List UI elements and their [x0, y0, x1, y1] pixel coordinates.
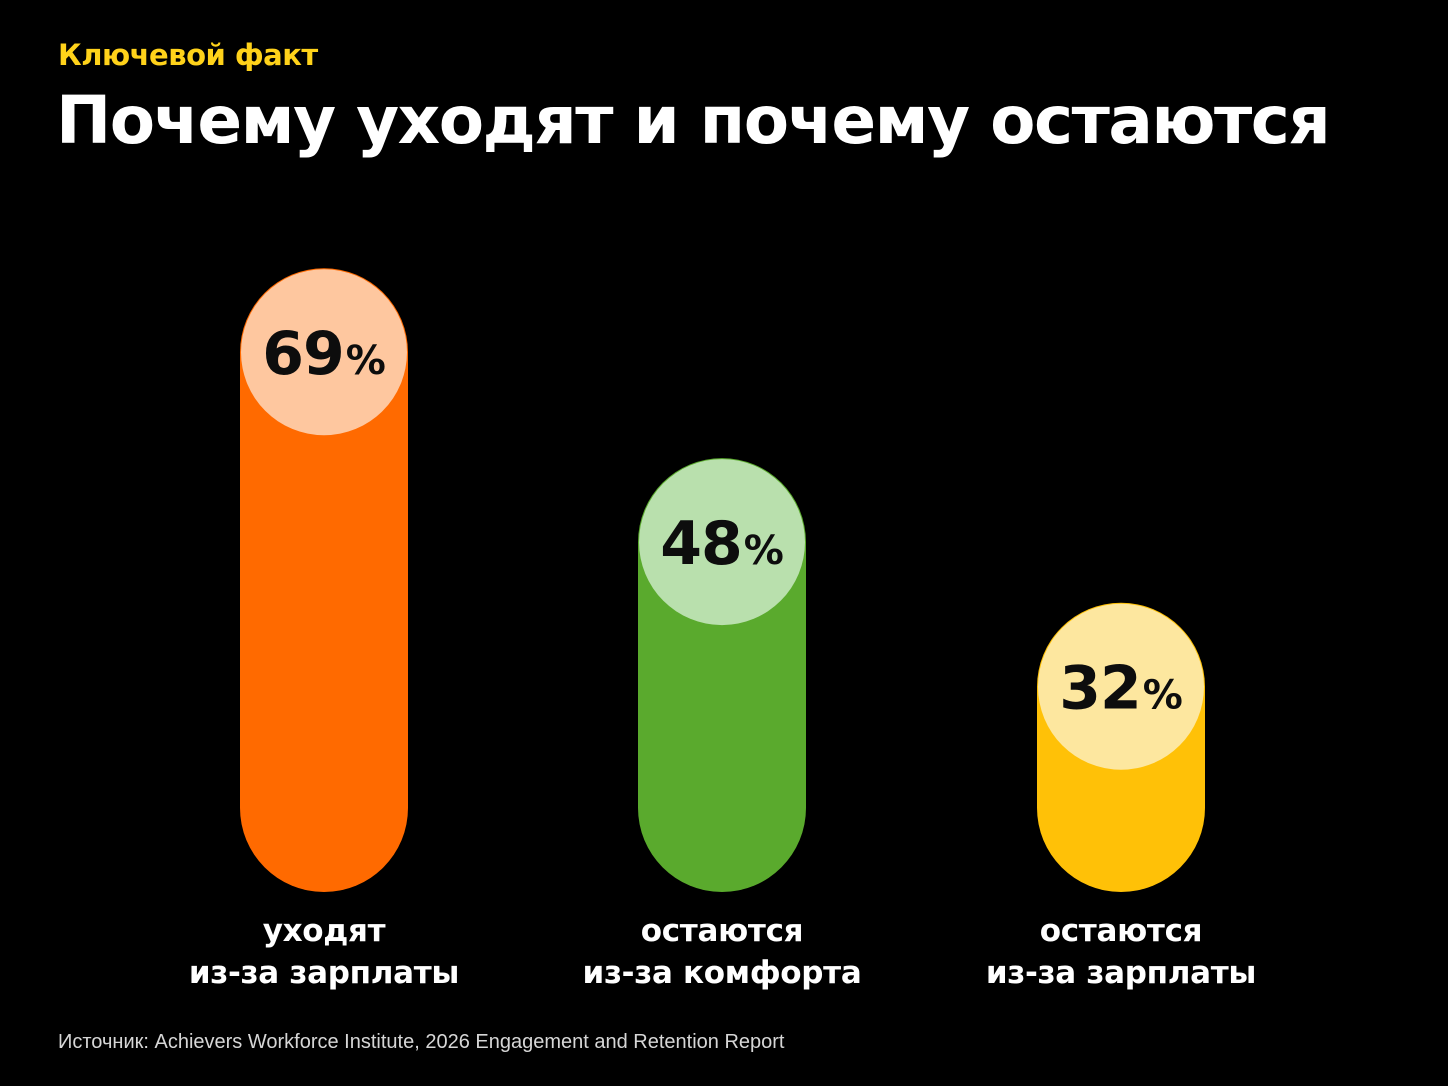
bar-3-cap — [1038, 603, 1204, 770]
category-label-3-line-1: остаются — [1039, 913, 1203, 949]
bar-1-value-label: 69% — [262, 319, 386, 389]
category-label-3: остаются из-за зарплаты — [941, 910, 1301, 994]
bar-1 — [240, 268, 408, 892]
category-label-2-line-2: из-за комфорта — [582, 955, 862, 991]
source-note: Источник: Achievers Workforce Institute,… — [58, 1031, 785, 1053]
bar-3-value-label: 32% — [1059, 654, 1183, 724]
bar-2-value-label: 48% — [660, 509, 784, 579]
page-title: Почему уходят и почему остаются — [56, 82, 1331, 159]
category-label-1-line-2: из-за зарплаты — [188, 955, 460, 991]
category-label-2-line-1: остаются — [640, 913, 804, 949]
bar-1-cap — [241, 269, 407, 436]
kicker-label: Ключевой факт — [58, 38, 318, 72]
bar-2-cap — [639, 459, 805, 626]
category-label-1-line-1: уходят — [262, 913, 386, 949]
category-label-2: остаются из-за комфорта — [542, 910, 902, 994]
category-label-3-line-2: из-за зарплаты — [985, 955, 1257, 991]
category-label-1: уходят из-за зарплаты — [144, 910, 504, 994]
